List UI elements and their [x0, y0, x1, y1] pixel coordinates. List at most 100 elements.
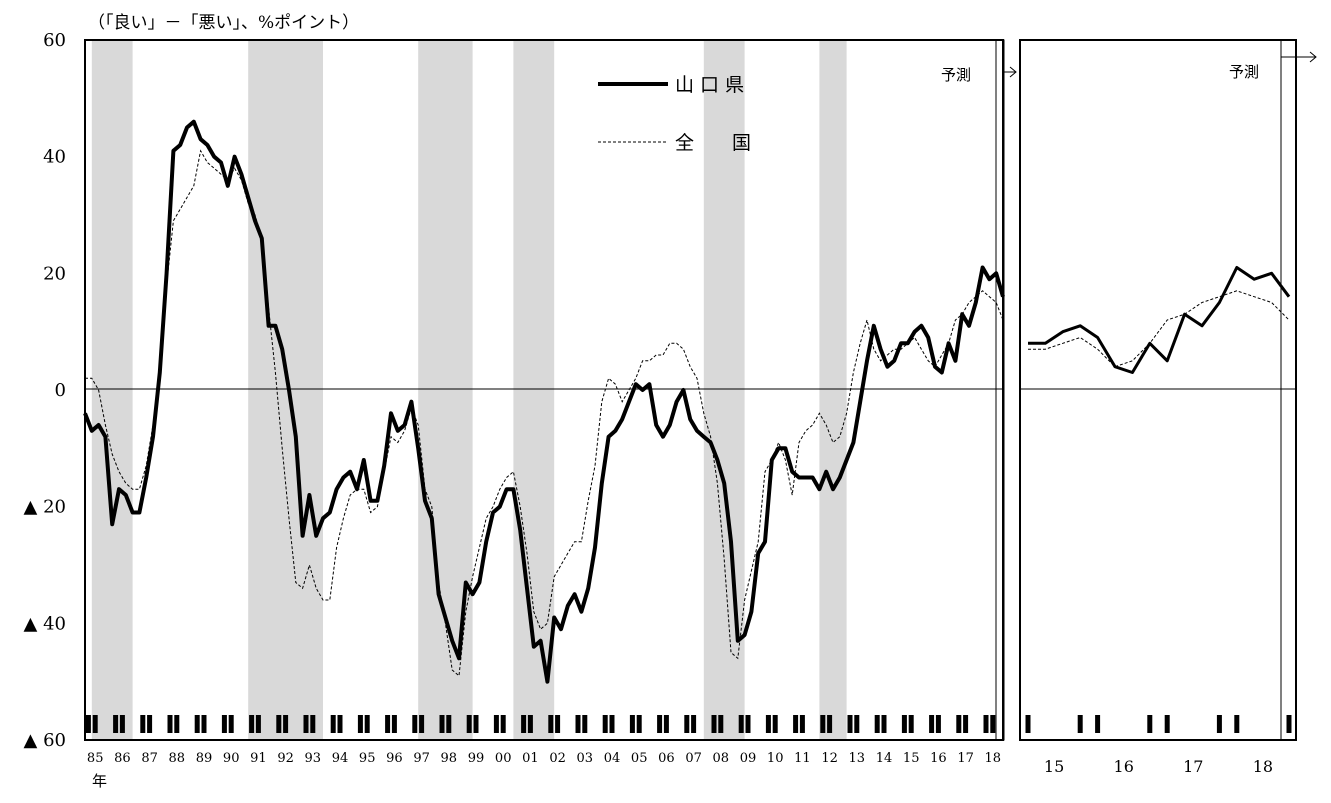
x-tick-label: 97 [413, 751, 430, 766]
zoom-quarter-tick [1095, 715, 1101, 733]
x-tick-label: 11 [794, 751, 811, 766]
x-tick-label: 04 [604, 751, 621, 766]
quarter-tick [391, 715, 397, 733]
y-tick-label: 40 [43, 147, 66, 168]
unit-label: （「良い」－「悪い」、%ポイント） [88, 13, 359, 33]
x-axis: 85 86 87 88 89 90 91 92 93 94 95 96 97 98 99 00 01 02 03 04… [87, 751, 1001, 766]
quarter-tick [874, 715, 880, 733]
quarter-tick [684, 715, 690, 733]
x-tick-label: 08 [713, 751, 730, 766]
quarter-tick [929, 715, 935, 733]
quarter-tick [221, 715, 227, 733]
y-tick-label: ▲ 40 [24, 613, 66, 634]
quarter-tick [738, 715, 744, 733]
quarter-tick [303, 715, 309, 733]
quarter-tick [201, 715, 207, 733]
x-tick-label: 12 [821, 751, 838, 766]
x-tick-label: 06 [658, 751, 675, 766]
recession-band [513, 40, 555, 740]
quarter-tick [330, 715, 336, 733]
quarter-tick [629, 715, 635, 733]
quarter-tick [147, 715, 153, 733]
quarter-tick [983, 715, 989, 733]
x-tick-label: 01 [522, 751, 539, 766]
x-tick-label: 15 [903, 751, 920, 766]
series-line-national [85, 149, 1004, 677]
quarter-tick [473, 715, 479, 733]
x-tick-label: 88 [169, 751, 186, 766]
quarter-tick [990, 715, 996, 733]
zoom-x-axis: 15 16 17 18 [1044, 757, 1273, 776]
zoom-x-tick-label: 16 [1114, 757, 1134, 776]
zoom-quarter-tick [1147, 715, 1153, 733]
quarter-ticks [85, 715, 996, 733]
quarter-tick [276, 715, 282, 733]
quarter-tick [310, 715, 316, 733]
quarter-tick [500, 715, 506, 733]
quarter-tick [691, 715, 697, 733]
quarter-tick [527, 715, 533, 733]
quarter-tick [364, 715, 370, 733]
quarter-tick [799, 715, 805, 733]
y-axis: 60 40 20 0 ▲ 20 ▲ 40 ▲ 60 [24, 30, 66, 751]
quarter-tick [854, 715, 860, 733]
y-tick-label: ▲ 20 [24, 497, 66, 518]
zoom-quarter-tick [1286, 715, 1292, 733]
zoom-quarter-tick [1234, 715, 1240, 733]
zoom-series-line-national [1028, 290, 1290, 368]
zoom-forecast-box [1280, 39, 1297, 741]
quarter-tick [85, 715, 91, 733]
zoom-x-tick-label: 18 [1253, 757, 1273, 776]
quarter-tick [582, 715, 588, 733]
legend: 山 口 県 全 国 [598, 74, 751, 154]
quarter-tick [337, 715, 343, 733]
main-panel: 60 40 20 0 ▲ 20 ▲ 40 ▲ 60 85 86 87 88 89 90 91 92 93 94… [24, 30, 1017, 790]
x-tick-label: 02 [549, 751, 566, 766]
quarter-tick [493, 715, 499, 733]
x-tick-label: 09 [740, 751, 757, 766]
quarter-tick [908, 715, 914, 733]
y-tick-label: 20 [43, 263, 66, 284]
x-tick-label: 98 [441, 751, 458, 766]
quarter-tick [439, 715, 445, 733]
x-tick-label: 86 [114, 751, 131, 766]
quarter-tick [827, 715, 833, 733]
quarter-tick [174, 715, 180, 733]
x-tick-label: 18 [985, 751, 1002, 766]
quarter-tick [113, 715, 119, 733]
quarter-tick [609, 715, 615, 733]
quarter-tick [881, 715, 887, 733]
quarter-tick [255, 715, 261, 733]
quarter-tick [847, 715, 853, 733]
quarter-tick [92, 715, 98, 733]
quarter-tick [548, 715, 554, 733]
x-tick-label: 07 [685, 751, 702, 766]
recession-band [418, 40, 473, 740]
x-tick-label: 92 [277, 751, 294, 766]
quarter-tick [228, 715, 234, 733]
quarter-tick [963, 715, 969, 733]
quarter-tick [412, 715, 418, 733]
quarter-tick [357, 715, 363, 733]
x-tick-label: 89 [196, 751, 213, 766]
x-axis-unit: 年 [92, 772, 107, 790]
quarter-tick [901, 715, 907, 733]
quarter-tick [663, 715, 669, 733]
recession-shading-group [91, 40, 847, 740]
x-tick-label: 10 [767, 751, 784, 766]
quarter-tick [657, 715, 663, 733]
quarter-tick [446, 715, 452, 733]
zoom-quarter-tick [1025, 715, 1031, 733]
series-line-yamaguchi [83, 119, 1005, 684]
zoom-series-line-yamaguchi [1028, 266, 1291, 374]
quarter-tick [521, 715, 527, 733]
quarter-tick [283, 715, 289, 733]
x-tick-label: 95 [359, 751, 376, 766]
y-tick-label: ▲ 60 [24, 730, 66, 751]
quarter-tick [555, 715, 561, 733]
legend-label-national: 全 国 [675, 132, 751, 154]
forecast-arrow-head [1009, 66, 1017, 78]
quarter-tick [194, 715, 200, 733]
x-tick-label: 85 [87, 751, 104, 766]
x-tick-label: 94 [332, 751, 349, 766]
